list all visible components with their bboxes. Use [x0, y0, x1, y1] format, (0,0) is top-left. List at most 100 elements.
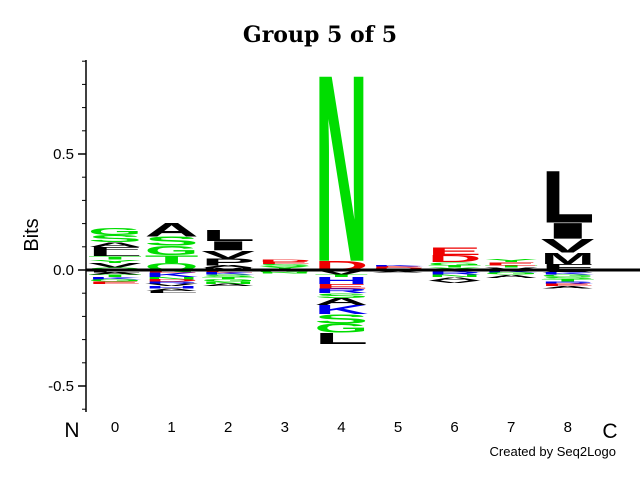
logo-letter-S: S: [258, 264, 312, 268]
logo-letter-N: N: [428, 274, 482, 278]
logo-letter-T: T: [314, 274, 368, 278]
logo-letter-D: D: [371, 267, 425, 269]
x-tick-label: 5: [394, 419, 402, 436]
logo-letter-D: D: [258, 259, 312, 263]
x-tick-label: 3: [281, 419, 289, 436]
credit-text: Created by Seq2Logo: [490, 444, 616, 459]
y-tick-label: -0.5: [48, 378, 74, 395]
logo-letter-M: M: [541, 250, 595, 268]
logo-letter-S: S: [145, 234, 199, 248]
logo-letter-N: N: [145, 276, 199, 280]
logo-letter-D: D: [145, 279, 199, 283]
logo-letter-L: L: [541, 156, 595, 239]
x-tick-label: 6: [450, 419, 458, 436]
logo-letter-S: S: [314, 292, 368, 299]
x-tick-label: 2: [224, 419, 232, 436]
logo-letter-G: G: [88, 226, 142, 237]
logo-letter-V: V: [541, 235, 595, 256]
logo-letter-K: K: [541, 272, 595, 276]
x-ticks: 0 1 2 3 4 5 6 7 8: [111, 419, 572, 436]
logo-letter-T: T: [88, 255, 142, 260]
logo-letter-S: S: [88, 234, 142, 245]
logo-letter-T: T: [428, 265, 482, 269]
logo-letter-S: S: [201, 274, 255, 278]
logo-letter-N: N: [201, 281, 255, 285]
logo-letter-H: H: [145, 286, 199, 290]
logo-letter-G: G: [484, 272, 538, 276]
n-terminus-label: N: [64, 419, 79, 442]
x-tick-label: 4: [337, 419, 345, 436]
logo-letter-K: K: [314, 303, 368, 317]
logo-letter-R: R: [428, 272, 482, 276]
logo-letter-S: S: [541, 276, 595, 280]
logo-letter-G: G: [88, 279, 142, 283]
logo-letter-E: E: [88, 281, 142, 285]
logo-stacks: QVYTLFASGLATKGEQTGSAEKNDRVHALMAPVILEKSTG…: [88, 18, 595, 348]
logo-letter-E: E: [371, 266, 425, 268]
logo-letter-A: A: [88, 272, 142, 276]
logo-letter-A: A: [145, 288, 199, 292]
logo-letter-E: E: [541, 283, 595, 287]
y-tick-label: 0.5: [53, 146, 74, 163]
logo-letter-L: L: [88, 250, 142, 257]
logo-letter-E: E: [428, 245, 482, 257]
logo-letter-D: D: [428, 253, 482, 264]
logo-letter-E: E: [258, 261, 312, 265]
chart-title: Group 5 of 5: [243, 22, 397, 48]
logo-letter-H: H: [314, 275, 368, 286]
logo-letter-L: L: [201, 227, 255, 245]
logo-letter-A: A: [428, 276, 482, 281]
logo-letter-E: E: [314, 283, 368, 290]
y-tick-label: 0.0: [53, 262, 74, 279]
x-tick-label: 1: [167, 419, 175, 436]
logo-letter-V: V: [88, 262, 142, 269]
logo-letter-A: A: [88, 241, 142, 248]
logo-letter-K: K: [371, 265, 425, 267]
logo-letter-A: A: [541, 286, 595, 290]
x-tick-label: 8: [564, 419, 572, 436]
c-terminus-label: C: [602, 420, 617, 443]
logo-letter-R: R: [541, 281, 595, 285]
logo-letter-T: T: [541, 279, 595, 283]
logo-letter-P: P: [201, 257, 255, 268]
logo-letter-V: V: [314, 269, 368, 276]
logo-letter-I: I: [201, 239, 255, 253]
logo-letter-Y: Y: [258, 266, 312, 270]
logo-letter-R: R: [314, 287, 368, 294]
logo-letter-A: A: [371, 271, 425, 273]
logo-letter-V: V: [145, 283, 199, 287]
logo-letter-K: K: [201, 272, 255, 276]
logo-letter-F: F: [88, 246, 142, 253]
y-axis-label: Bits: [21, 218, 43, 251]
logo-letter-G: G: [258, 271, 312, 273]
logo-letter-R: R: [145, 281, 199, 285]
logo-letter-L: L: [145, 290, 199, 294]
logo-letter-T: T: [201, 276, 255, 280]
logo-letter-G: G: [145, 243, 199, 257]
logo-letter-N: N: [314, 18, 368, 318]
logo-letter-K: K: [88, 276, 142, 280]
logo-letter-N: N: [258, 272, 312, 274]
logo-letter-A: A: [484, 274, 538, 279]
logo-letter-I: I: [541, 218, 595, 243]
logo-letter-G: G: [201, 279, 255, 283]
logo-letter-A: A: [201, 265, 255, 269]
logo-letter-A: A: [201, 283, 255, 287]
logo-letter-V: V: [201, 248, 255, 261]
logo-letter-G: G: [314, 321, 368, 335]
logo-letter-T: T: [88, 274, 142, 278]
logo-letter-E: E: [484, 261, 538, 266]
logo-letter-T: T: [484, 265, 538, 269]
logo-letter-S: S: [314, 312, 368, 326]
logo-letter-Y: Y: [484, 258, 538, 263]
logo-letter-Y: Y: [88, 259, 142, 264]
logo-letter-Q: Q: [145, 261, 199, 272]
logo-letter-G: G: [428, 261, 482, 266]
logo-letter-G: G: [541, 274, 595, 278]
logo-letter-A: A: [314, 296, 368, 307]
logo-letter-V: V: [428, 280, 482, 284]
logo-letter-F: F: [541, 263, 595, 272]
x-tick-label: 7: [507, 419, 515, 436]
y-ticks: 0.5 0.0 -0.5: [48, 60, 86, 410]
